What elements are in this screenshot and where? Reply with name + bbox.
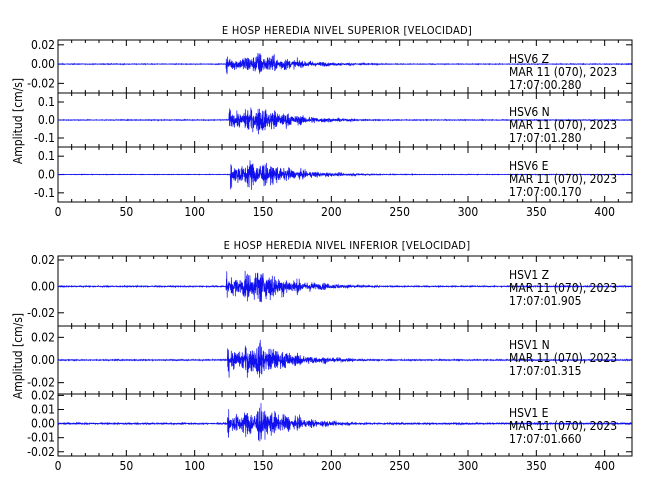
y-tick-label: -0.01: [27, 431, 55, 445]
y-tick-label: -0.02: [27, 445, 55, 459]
waveform-trace: [57, 270, 633, 303]
time-label: 17:07:00.280: [509, 78, 582, 92]
x-tick-label: 200: [321, 459, 342, 473]
date-label: MAR 11 (070), 2023: [509, 118, 617, 132]
station-component-label: HSV6 Z: [509, 52, 549, 66]
station-component-label: HSV1 Z: [509, 268, 549, 282]
x-tick-label: 250: [389, 205, 410, 219]
x-tick-label: 350: [526, 459, 547, 473]
y-axis-label: Amplitud [cm/s]: [11, 313, 25, 399]
date-label: MAR 11 (070), 2023: [509, 281, 617, 295]
x-tick-label: 50: [119, 459, 133, 473]
y-tick-label: 0.00: [31, 353, 55, 367]
y-tick-label: 0.0: [38, 168, 55, 182]
y-tick-label: 0.00: [31, 57, 55, 71]
date-label: MAR 11 (070), 2023: [509, 172, 617, 186]
time-label: 17:07:01.280: [509, 131, 582, 145]
y-tick-label: -0.02: [27, 76, 55, 90]
station-component-label: HSV6 E: [509, 159, 549, 173]
x-tick-label: 150: [253, 205, 274, 219]
waveform-trace: [57, 160, 632, 191]
y-tick-label: 0.02: [31, 38, 55, 52]
y-tick-label: 0.00: [31, 417, 55, 431]
chart-title: E HOSP HEREDIA NIVEL INFERIOR [VELOCIDAD…: [224, 239, 471, 252]
y-tick-label: -0.02: [27, 376, 55, 390]
y-tick-label: -0.02: [27, 306, 55, 320]
time-label: 17:07:01.905: [509, 294, 582, 308]
x-tick-label: 300: [458, 459, 479, 473]
y-tick-label: 0.1: [38, 149, 55, 163]
x-tick-label: 350: [526, 205, 547, 219]
x-tick-label: 200: [321, 205, 342, 219]
date-label: MAR 11 (070), 2023: [509, 351, 617, 365]
waveform-trace: [57, 403, 633, 442]
y-tick-label: 0.00: [31, 279, 55, 293]
y-tick-label: 0.02: [31, 253, 55, 267]
y-tick-label: -0.1: [34, 186, 55, 200]
x-tick-label: 50: [119, 205, 133, 219]
station-component-label: HSV1 N: [509, 338, 550, 352]
x-tick-label: 400: [594, 459, 615, 473]
x-tick-label: 150: [253, 459, 274, 473]
y-tick-label: -0.1: [34, 131, 55, 145]
seismogram-figure-1: E HOSP HEREDIA NIVEL SUPERIOR [VELOCIDAD…: [11, 24, 633, 219]
date-label: MAR 11 (070), 2023: [509, 419, 617, 433]
x-tick-label: 0: [55, 205, 62, 219]
y-tick-label: 0.1: [38, 95, 55, 109]
waveform-trace: [57, 107, 633, 135]
waveform-trace: [57, 52, 633, 75]
time-label: 17:07:01.315: [509, 364, 582, 378]
x-tick-label: 250: [389, 459, 410, 473]
y-tick-label: 0.01: [31, 403, 55, 417]
x-tick-label: 300: [458, 205, 479, 219]
station-component-label: HSV6 N: [509, 105, 550, 119]
waveform-trace: [57, 339, 633, 378]
seismogram-figure-2: E HOSP HEREDIA NIVEL INFERIOR [VELOCIDAD…: [11, 239, 633, 473]
station-component-label: HSV1 E: [509, 406, 549, 420]
x-tick-label: 100: [184, 459, 205, 473]
y-tick-label: 0.0: [38, 113, 55, 127]
chart-title: E HOSP HEREDIA NIVEL SUPERIOR [VELOCIDAD…: [222, 24, 472, 37]
y-tick-label: 0.02: [31, 388, 55, 402]
time-label: 17:07:00.170: [509, 185, 582, 199]
y-axis-label: Amplitud [cm/s]: [11, 78, 25, 164]
x-tick-label: 0: [55, 459, 62, 473]
date-label: MAR 11 (070), 2023: [509, 65, 617, 79]
y-tick-label: 0.02: [31, 330, 55, 344]
x-tick-label: 100: [184, 205, 205, 219]
x-tick-label: 400: [594, 205, 615, 219]
time-label: 17:07:01.660: [509, 432, 582, 446]
